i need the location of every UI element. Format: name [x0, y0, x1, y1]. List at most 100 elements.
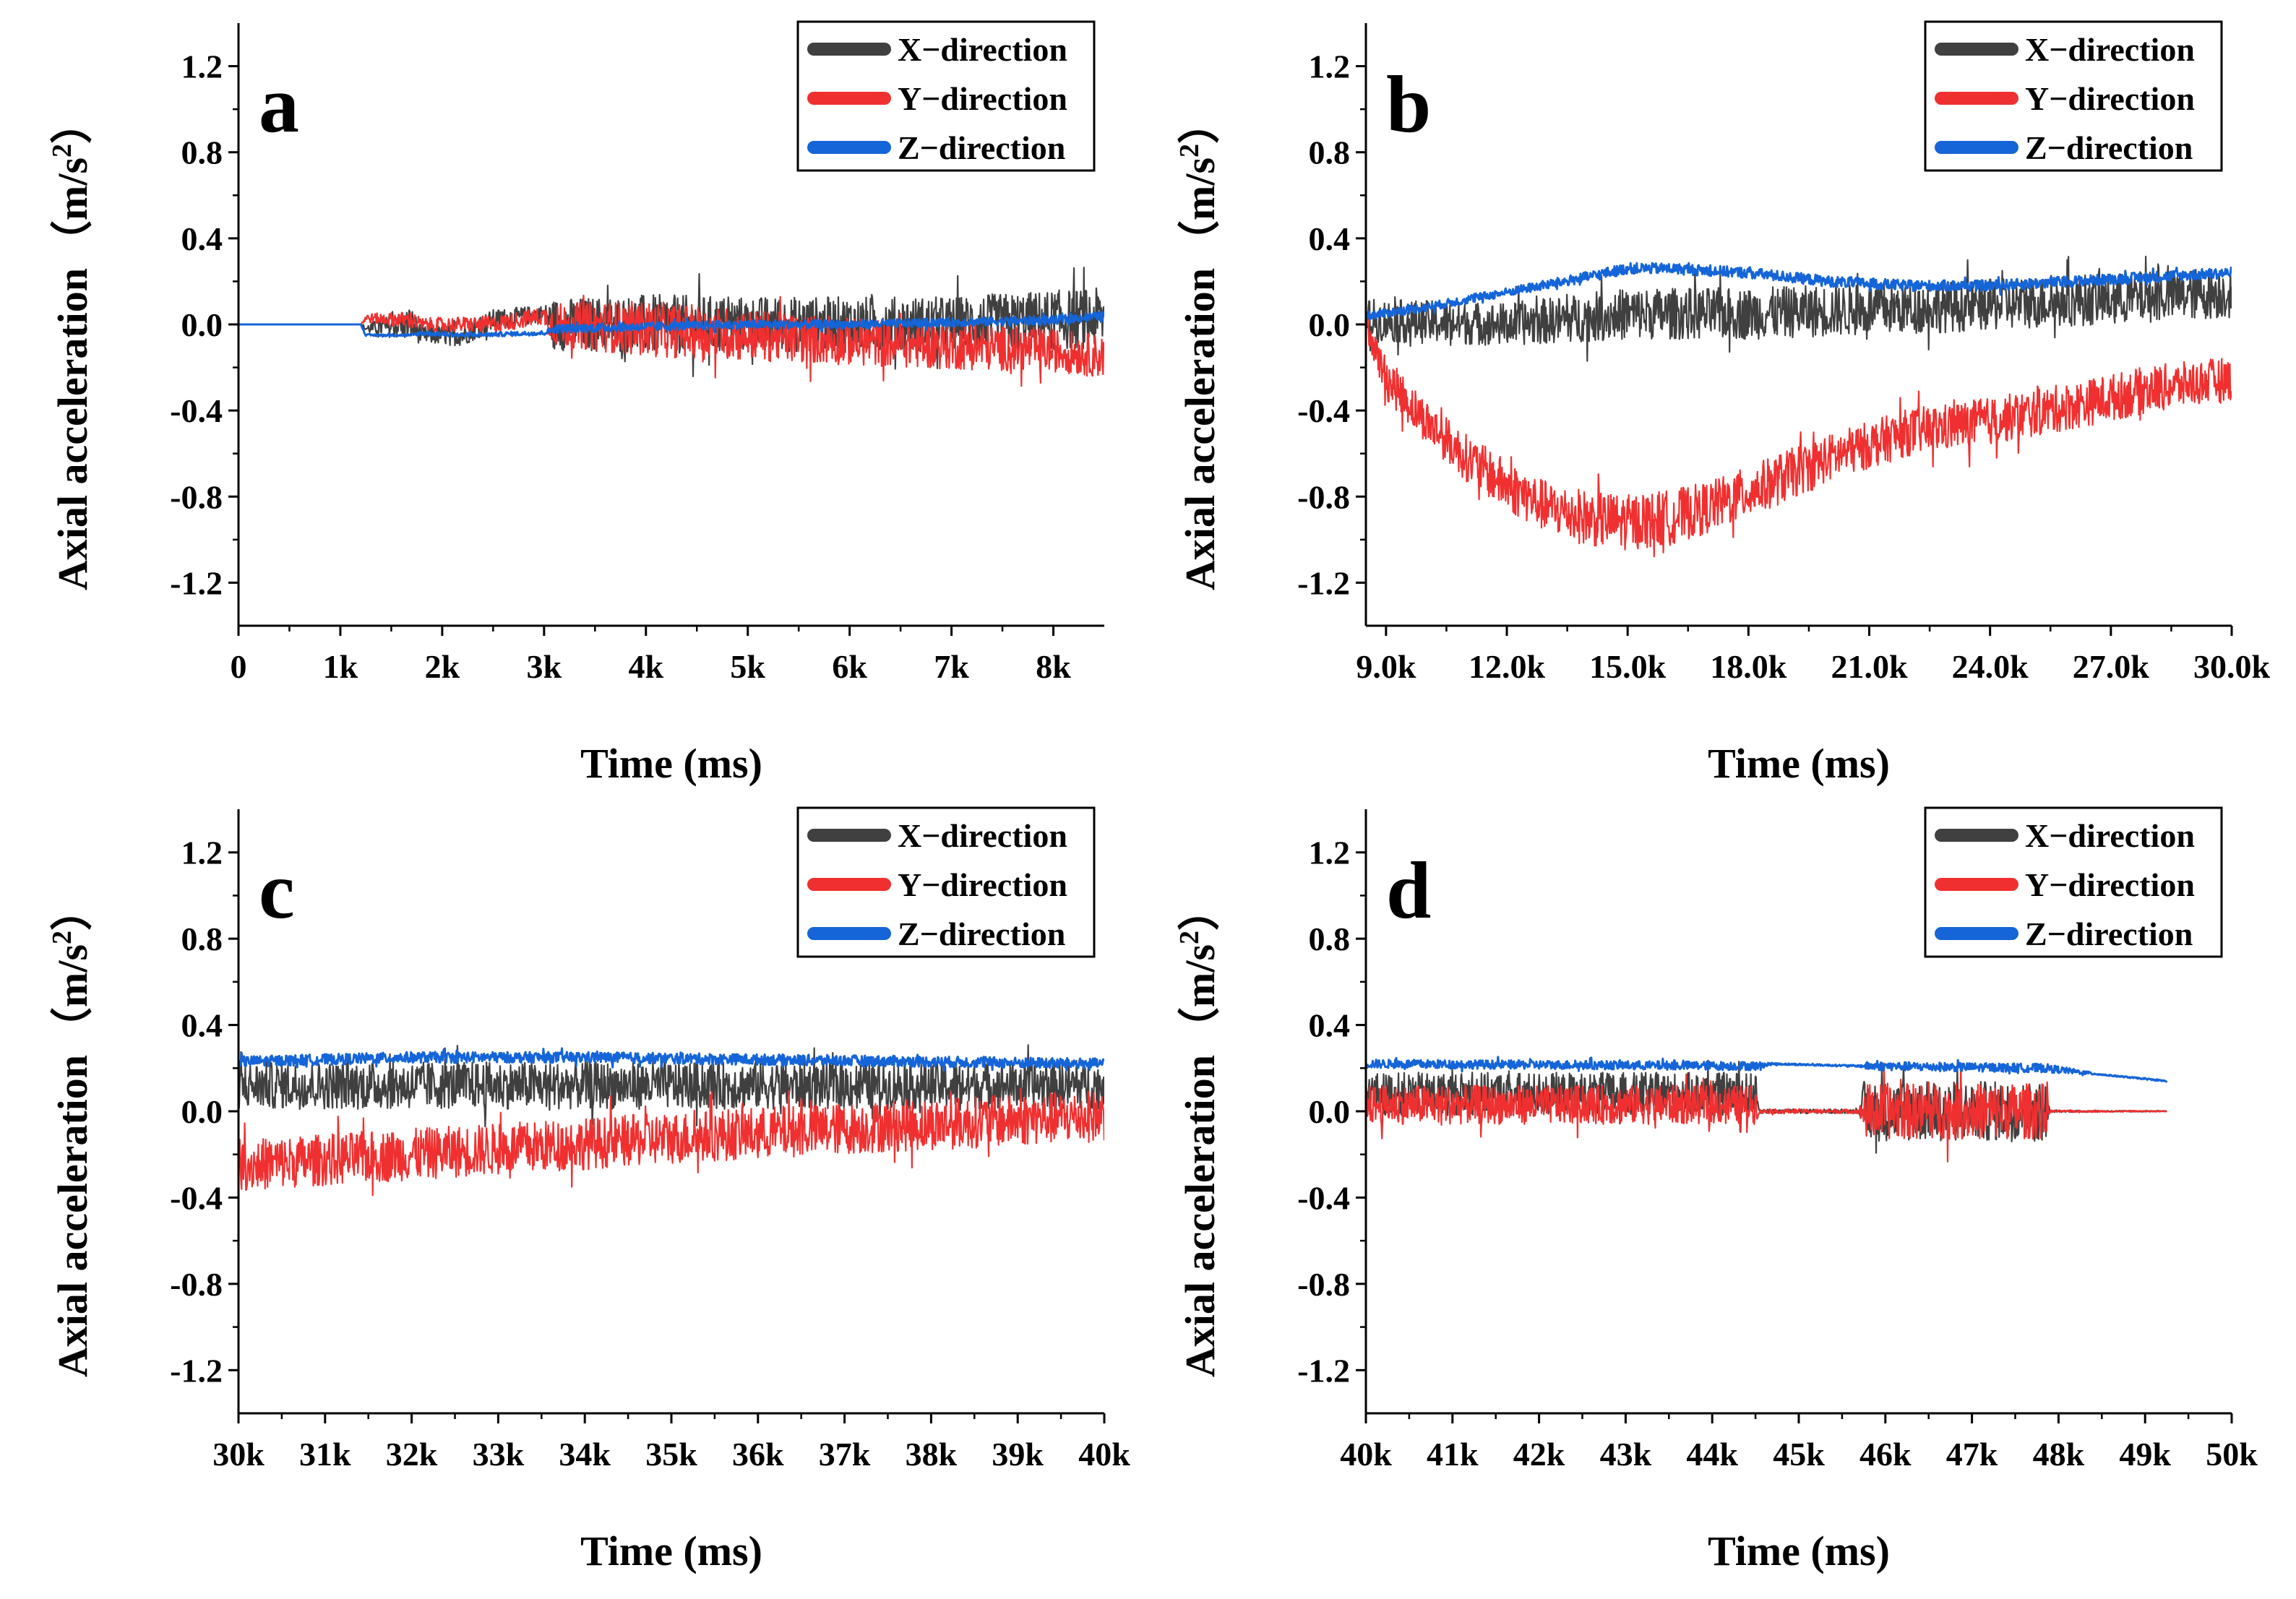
chart-panel-c: -1.2 -0.8 -0.4 0.0 0.4 0.8 1.2 30k 31k 32k 33k 34k 3…: [47, 806, 1130, 1574]
y-tick-label: -0.4: [170, 392, 223, 429]
y-tick-label: 0.8: [1309, 921, 1351, 957]
y-tick-label: 1.2: [181, 835, 223, 871]
x-axis-title: Time (ms): [580, 740, 762, 787]
y-axis-title-unit: （m/s: [1177, 158, 1224, 262]
legend-label: Z−direction: [2025, 129, 2193, 166]
series-line-x-direction: [1366, 255, 2232, 362]
x-tick-label: 8k: [1036, 648, 1071, 685]
y-axis-title-sup: 2: [1174, 144, 1205, 158]
x-tick-label: 42k: [1513, 1436, 1565, 1473]
x-tick-label: 5k: [730, 648, 765, 685]
x-tick-label: 40k: [1340, 1436, 1392, 1473]
panel-letter: d: [1386, 846, 1431, 936]
legend-label: X−direction: [898, 31, 1067, 68]
x-tick-label: 40k: [1078, 1436, 1130, 1473]
x-tick-label: 9.0k: [1356, 648, 1416, 685]
x-tick-label: 6k: [832, 648, 867, 685]
legend-label: Y−direction: [898, 866, 1067, 903]
y-tick-label: 0.8: [181, 134, 223, 171]
y-axis-title-main: Axial acceleration: [1177, 268, 1224, 590]
x-tick-label: 46k: [1859, 1436, 1912, 1473]
x-tick-label: 2k: [425, 648, 460, 685]
y-tick-label: 1.2: [1309, 48, 1351, 85]
legend-label: Z−direction: [2025, 915, 2193, 952]
y-axis-title-unit: （m/s: [49, 158, 96, 262]
x-tick-label: 48k: [2033, 1436, 2085, 1473]
y-axis-title-end: ）: [49, 102, 96, 144]
x-tick-label: 41k: [1427, 1436, 1479, 1473]
y-tick-label: -0.4: [1297, 392, 1350, 429]
legend: X−direction Y−direction Z−direction: [1924, 806, 2223, 958]
x-tick-label: 7k: [934, 648, 969, 685]
y-tick-label: -0.4: [170, 1179, 223, 1216]
legend-label: X−direction: [2025, 817, 2195, 854]
x-axis-title: Time (ms): [1708, 1527, 1890, 1574]
x-tick-label: 33k: [473, 1436, 525, 1473]
x-tick-label: 37k: [819, 1436, 871, 1473]
x-tick-label: 43k: [1600, 1436, 1652, 1473]
y-tick-label: 0.4: [1309, 1007, 1351, 1044]
y-tick-label: 0.4: [181, 1007, 223, 1044]
x-tick-label: 30.0k: [2193, 648, 2271, 685]
x-tick-label: 4k: [628, 648, 663, 685]
x-tick-label: 36k: [732, 1436, 784, 1473]
legend-label: Y−direction: [2025, 80, 2195, 117]
y-tick-label: -0.8: [1297, 478, 1350, 515]
series-group: [1366, 1056, 2168, 1163]
x-tick-label: 32k: [386, 1436, 438, 1473]
series-line-z-direction: [1366, 1056, 2168, 1083]
chart-panel-b: -1.2 -0.8 -0.4 0.0 0.4 0.8 1.2 9.0k 12.0k 15.0k 18…: [1174, 20, 2271, 787]
y-axis-title-end: ）: [1177, 889, 1224, 931]
series-group: [238, 267, 1104, 387]
y-axis-title-main: Axial acceleration: [49, 268, 96, 590]
x-tick-label: 24.0k: [1952, 648, 2029, 685]
y-tick-label: -1.2: [170, 564, 223, 601]
y-axis-title-sup: 2: [47, 144, 77, 158]
series-line-x-direction: [238, 1044, 1104, 1129]
y-axis-title-sup: 2: [47, 931, 77, 944]
y-tick-label: -0.8: [1297, 1266, 1350, 1303]
x-tick-label: 31k: [299, 1436, 351, 1473]
series-group: [1366, 255, 2232, 558]
x-axis-title: Time (ms): [580, 1527, 762, 1574]
series-line-z-direction: [238, 1047, 1104, 1072]
y-axis-title: Axial acceleration （m/s2）: [47, 889, 96, 1377]
x-tick-label: 47k: [1946, 1436, 1998, 1473]
x-tick-label: 38k: [906, 1436, 958, 1473]
series-line-y-direction: [1366, 1062, 2167, 1163]
legend: X−direction Y−direction Z−direction: [796, 806, 1096, 958]
legend-label: Z−direction: [898, 915, 1065, 952]
x-tick-label: 15.0k: [1589, 648, 1667, 685]
chart-panel-a: -1.2 -0.8 -0.4 0.0 0.4 0.8 1.2 0 1k 2k 3k 4k 5k 6k 7k 8…: [47, 20, 1104, 787]
panel-letter: a: [259, 60, 299, 150]
y-tick-label: -0.4: [1297, 1179, 1350, 1216]
y-axis-title-main: Axial acceleration: [49, 1055, 96, 1377]
x-axis-title: Time (ms): [1708, 740, 1890, 787]
legend: X−direction Y−direction Z−direction: [796, 20, 1096, 172]
x-tick-label: 18.0k: [1710, 648, 1787, 685]
legend-label: X−direction: [898, 817, 1067, 854]
chart-panel-d: -1.2 -0.8 -0.4 0.0 0.4 0.8 1.2 40k 41k 42k 43k 44k 4…: [1174, 806, 2258, 1574]
y-tick-label: 1.2: [181, 48, 223, 85]
x-tick-label: 44k: [1686, 1436, 1738, 1473]
x-tick-label: 49k: [2119, 1436, 2171, 1473]
x-tick-label: 21.0k: [1831, 648, 1908, 685]
panel-letter: c: [259, 846, 295, 936]
y-tick-label: 0.0: [1309, 306, 1351, 343]
x-tick-label: 3k: [527, 648, 562, 685]
y-axis-title: Axial acceleration （m/s2）: [1174, 102, 1224, 590]
series-line-y-direction: [238, 1087, 1104, 1197]
x-tick-label: 50k: [2206, 1436, 2258, 1473]
y-tick-label: 0.4: [1309, 220, 1351, 257]
x-tick-label: 34k: [559, 1436, 611, 1473]
y-axis-title: Axial acceleration （m/s2）: [1174, 889, 1224, 1377]
y-tick-label: -1.2: [1297, 1352, 1350, 1389]
y-axis-title-sup: 2: [1174, 931, 1205, 944]
legend-label: Y−direction: [2025, 866, 2195, 903]
y-axis-title-unit: （m/s: [49, 944, 96, 1049]
series-group: [238, 1044, 1104, 1197]
y-tick-label: 0.0: [181, 1093, 223, 1130]
y-tick-label: -0.8: [170, 1266, 223, 1303]
y-tick-label: -1.2: [1297, 564, 1350, 601]
